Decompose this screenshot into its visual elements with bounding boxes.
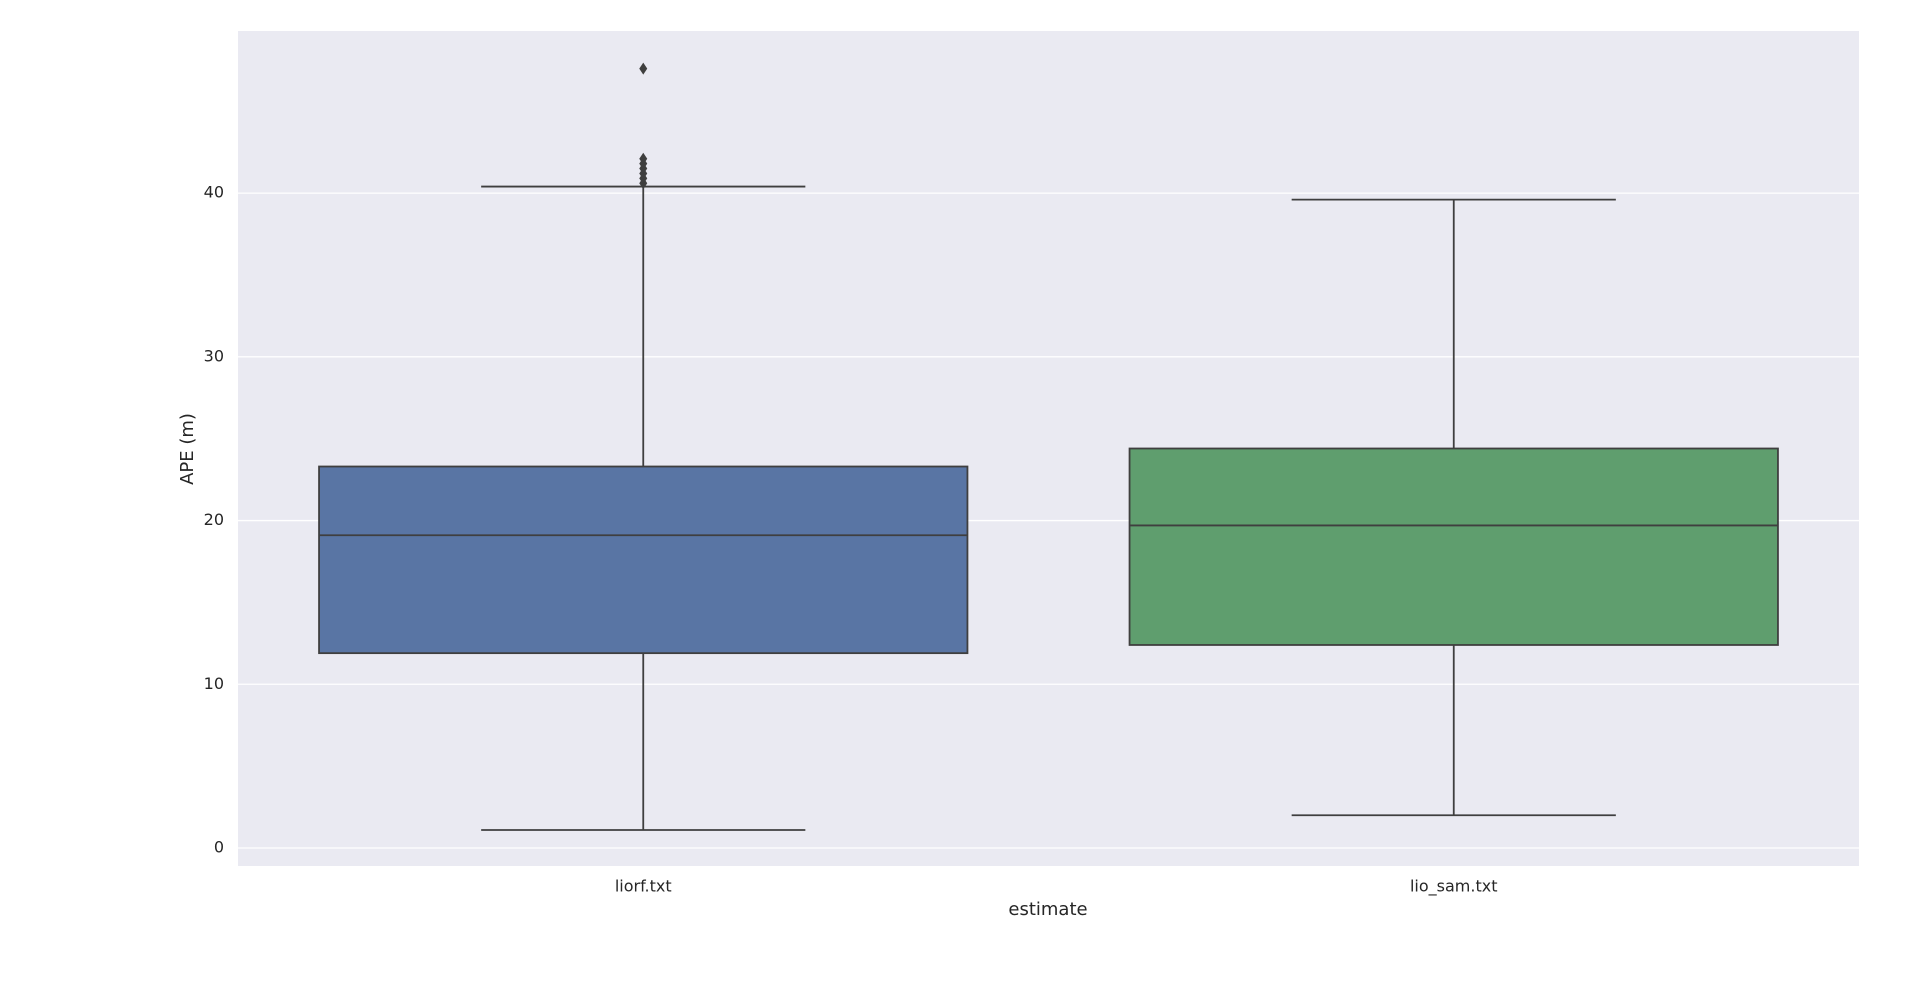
box (318, 465, 969, 655)
x-axis-label: estimate (1008, 899, 1087, 920)
y-axis-label: APE (m) (177, 413, 198, 485)
y-tick-label: 40 (204, 183, 224, 202)
x-tick-label: lio_sam.txt (1410, 877, 1498, 897)
y-tick-label: 20 (204, 510, 224, 529)
box (1128, 447, 1779, 646)
y-tick-label: 0 (214, 837, 224, 856)
outlier (639, 62, 648, 75)
y-tick-label: 10 (204, 674, 224, 693)
outlier (639, 152, 648, 165)
y-tick-label: 30 (204, 346, 224, 365)
x-tick-label: liorf.txt (615, 877, 672, 896)
